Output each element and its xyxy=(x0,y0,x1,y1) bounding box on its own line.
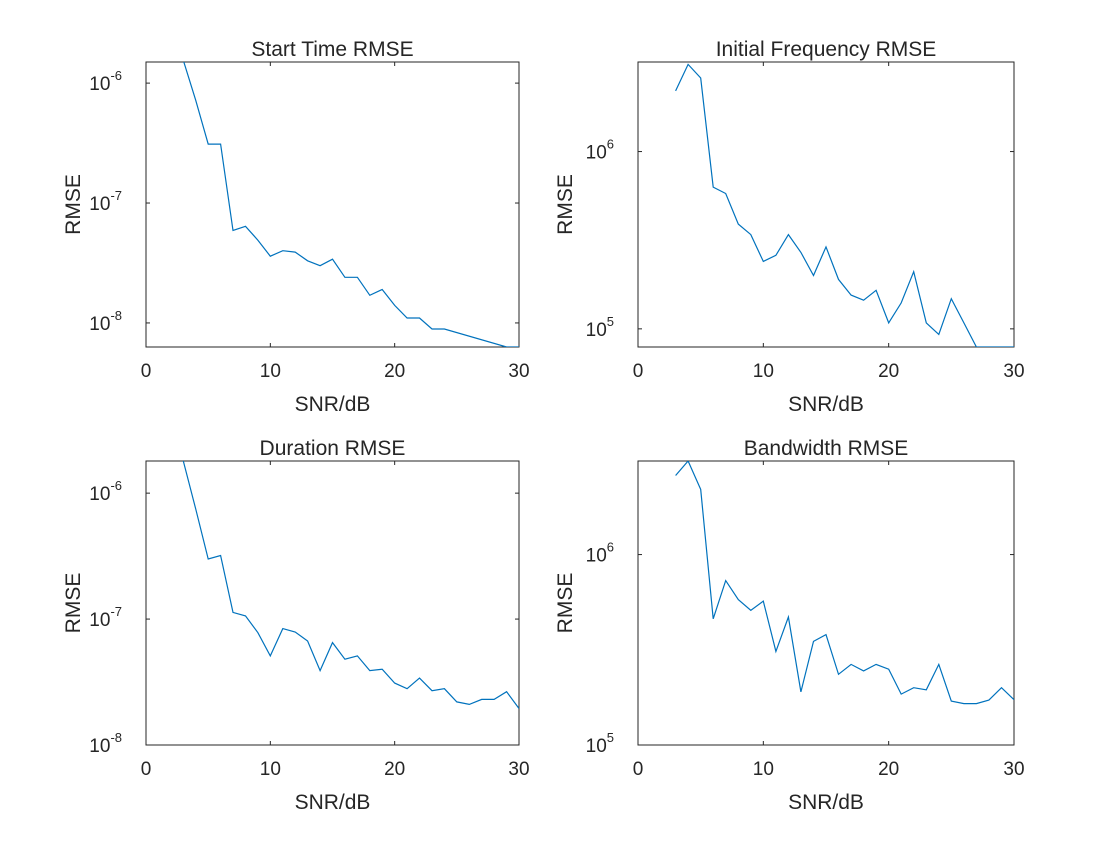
y-tick-exponent: -8 xyxy=(110,730,122,745)
y-axis-label: RMSE xyxy=(554,573,577,634)
plot-area xyxy=(145,460,520,746)
y-axis-label: RMSE xyxy=(62,174,85,235)
x-tick-label: 20 xyxy=(384,361,405,382)
series-line xyxy=(675,63,1014,347)
x-tick-label: 20 xyxy=(878,361,899,382)
plot-area xyxy=(637,460,1015,746)
y-tick-label: 10-7 xyxy=(89,188,122,215)
duration-rmse-panel: 0 10 20 30 10-8 10-7 10-6 Duration RMSE SNR/dB RM… xyxy=(62,437,530,814)
bandwidth-rmse-panel: 0 10 20 30 105 106 Bandwidth RMSE SNR/dB RMSE xyxy=(554,437,1025,814)
x-tick-label: 0 xyxy=(633,361,644,382)
y-tick-label: 105 xyxy=(586,730,614,757)
start-time-rmse-panel: 0 10 20 30 10-8 10-7 10-6 Start Time RMSE SNR/dB… xyxy=(62,38,530,416)
y-tick-label: 10-8 xyxy=(89,308,122,335)
y-tick-label: 106 xyxy=(586,540,614,567)
x-tick-label: 10 xyxy=(260,361,281,382)
y-tick-exponent: 6 xyxy=(607,540,614,555)
x-axis-label: SNR/dB xyxy=(295,791,371,814)
x-tick-label: 30 xyxy=(508,759,529,780)
x-tick-label: 10 xyxy=(753,759,774,780)
y-tick-label: 10-8 xyxy=(89,730,122,757)
series-line xyxy=(182,461,519,709)
chart-title: Duration RMSE xyxy=(260,437,406,460)
y-tick-exponent: -6 xyxy=(110,478,122,493)
x-tick-label: 0 xyxy=(141,361,152,382)
y-tick-exponent: 5 xyxy=(607,730,614,745)
y-tick-exponent: -8 xyxy=(110,308,122,323)
x-tick-label: 30 xyxy=(1003,361,1024,382)
initial-frequency-rmse-panel: 0 10 20 30 105 106 Initial Frequency RMSE SNR/d… xyxy=(554,38,1025,416)
chart-title: Initial Frequency RMSE xyxy=(716,38,937,61)
x-axis-label: SNR/dB xyxy=(295,393,371,416)
y-axis-label: RMSE xyxy=(62,573,85,634)
y-tick-exponent: -7 xyxy=(110,188,122,203)
x-tick-label: 20 xyxy=(878,759,899,780)
y-axis-label: RMSE xyxy=(554,174,577,235)
x-tick-label: 20 xyxy=(384,759,405,780)
y-tick-label: 10-6 xyxy=(89,478,122,505)
plot-area xyxy=(637,61,1015,348)
x-tick-label: 30 xyxy=(508,361,529,382)
y-tick-label: 105 xyxy=(586,314,614,341)
y-tick-label: 106 xyxy=(586,137,614,164)
y-tick-label: 10-7 xyxy=(89,604,122,631)
y-tick-label: 10-6 xyxy=(89,68,122,95)
chart-title: Start Time RMSE xyxy=(251,38,413,61)
x-axis-label: SNR/dB xyxy=(788,393,864,416)
plot-area xyxy=(145,61,520,348)
x-tick-label: 10 xyxy=(753,361,774,382)
x-tick-label: 30 xyxy=(1003,759,1024,780)
series-line xyxy=(675,461,1014,705)
y-tick-exponent: -6 xyxy=(110,68,122,83)
x-axis-label: SNR/dB xyxy=(788,791,864,814)
y-tick-exponent: -7 xyxy=(110,604,122,619)
x-tick-label: 10 xyxy=(260,759,281,780)
x-tick-label: 0 xyxy=(633,759,644,780)
chart-title: Bandwidth RMSE xyxy=(744,437,909,460)
x-tick-label: 0 xyxy=(141,759,152,780)
series-line xyxy=(183,62,519,347)
y-tick-exponent: 5 xyxy=(607,314,614,329)
y-tick-exponent: 6 xyxy=(607,137,614,152)
